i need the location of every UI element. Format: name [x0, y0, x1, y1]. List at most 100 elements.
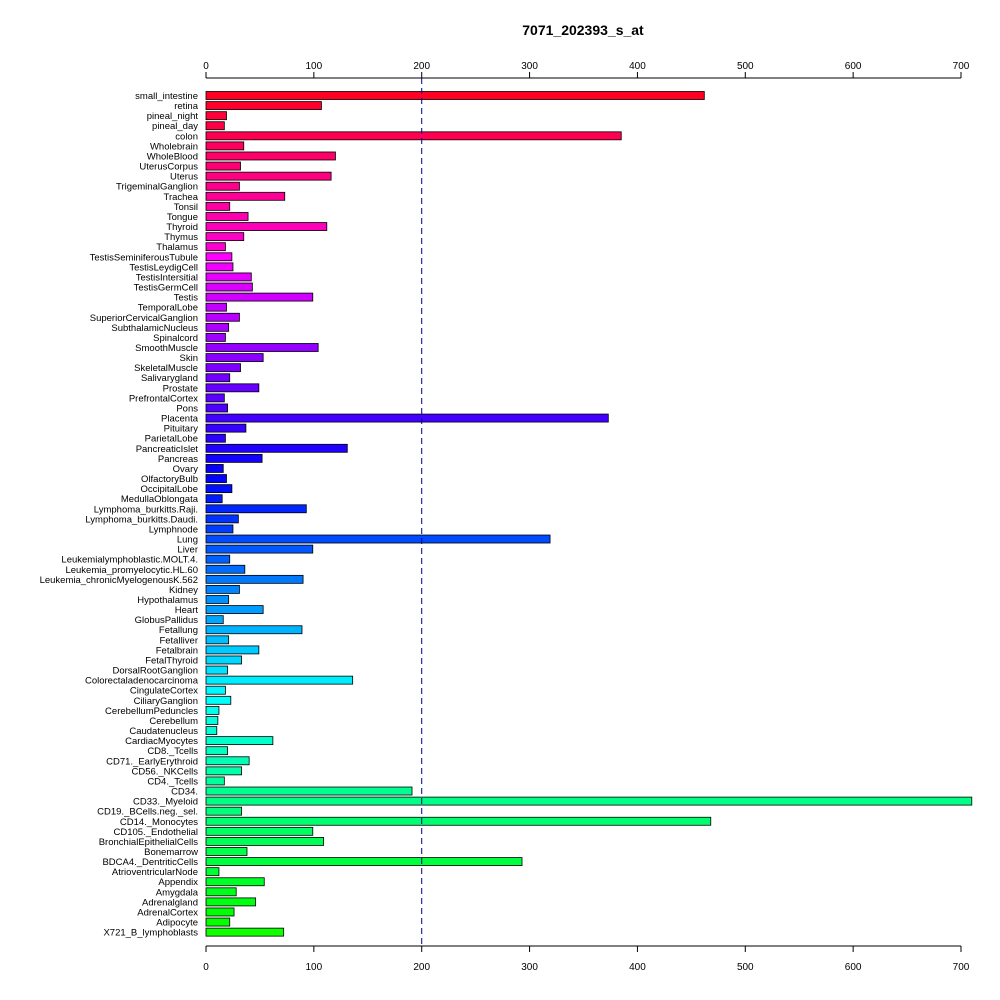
category-label: Pancreas [158, 454, 198, 465]
bar [205, 514, 239, 524]
category-label: Colorectaladenocarcinoma [85, 676, 199, 687]
category-label: CD14._Monocytes [120, 817, 198, 828]
bar [205, 877, 265, 887]
category-label: Pons [176, 403, 198, 414]
bar [205, 897, 257, 907]
bar [205, 181, 240, 191]
category-label: Heart [175, 605, 199, 616]
category-label: TrigeminalGanglion [116, 182, 198, 193]
category-label: SkeletalMuscle [134, 363, 198, 374]
bar [205, 695, 232, 705]
bar [205, 796, 973, 806]
bar [205, 837, 324, 846]
bar [205, 766, 242, 776]
bar [205, 232, 245, 242]
category-label: Caudatenucleus [129, 726, 198, 737]
bar [205, 816, 712, 826]
category-label: Thymus [164, 232, 198, 243]
category-label: DorsalRootGanglion [112, 666, 198, 677]
bar [205, 655, 242, 665]
category-label: Fetalliver [159, 635, 198, 646]
category-label: BronchialEpithelialCells [99, 837, 199, 848]
category-label: ParietalLobe [145, 434, 198, 445]
bar [205, 101, 322, 110]
category-label: Cerebellum [149, 716, 198, 727]
category-label: Thyroid [166, 222, 198, 233]
bar [205, 857, 523, 866]
bar [205, 312, 240, 322]
category-label: colon [175, 131, 198, 142]
category-label: Amygdala [156, 887, 199, 898]
category-label: X721_B_lymphoblasts [103, 928, 198, 939]
bar [205, 716, 219, 725]
category-label: Prostate [163, 383, 198, 394]
bottom-tick-label: 0 [203, 962, 209, 973]
category-label: PancreaticIslet [136, 444, 199, 455]
bar [205, 726, 218, 735]
top-tick-label: 600 [845, 61, 862, 72]
category-label: AtrioventricularNode [112, 867, 198, 878]
bar [205, 131, 622, 141]
category-label: OlfactoryBulb [141, 474, 198, 485]
bar [205, 605, 264, 614]
bar [205, 595, 230, 604]
category-label: PrefrontalCortex [129, 393, 198, 404]
category-label: CD4._Tcells [147, 776, 198, 787]
bar [205, 222, 328, 231]
category-label: Liver [177, 545, 198, 556]
bars-group [205, 91, 973, 937]
bar [205, 887, 237, 897]
bar [205, 262, 234, 272]
bar [205, 806, 242, 816]
top-tick-label: 200 [413, 61, 430, 72]
category-label: UterusCorpus [139, 162, 198, 173]
category-label: Lymphoma_burkitts.Raji. [94, 504, 198, 515]
bar [205, 907, 235, 917]
top-tick-label: 700 [953, 61, 970, 72]
category-label: Adrenalgland [142, 897, 198, 908]
top-tick-label: 400 [629, 61, 646, 72]
category-label: Leukemia_promyelocytic.HL.60 [65, 565, 198, 576]
bar [205, 191, 286, 201]
bottom-tick-label: 100 [306, 962, 323, 973]
category-label: TestisIntersitial [136, 272, 198, 283]
category-label: pineal_night [147, 111, 199, 122]
top-tick-label: 0 [203, 61, 209, 72]
bar [205, 665, 228, 675]
category-label: Thalamus [156, 242, 198, 253]
category-label: Lymphnode [149, 524, 198, 535]
bottom-tick-label: 300 [521, 962, 538, 973]
bottom-tick-label: 700 [953, 962, 970, 973]
category-label: CD105._Endothelial [113, 827, 198, 838]
bar [205, 161, 241, 171]
category-label: CingulateCortex [130, 686, 198, 697]
category-label: Adipocyte [156, 918, 198, 929]
bar [205, 685, 226, 695]
bar [205, 201, 231, 211]
category-label: Placenta [161, 414, 199, 425]
category-label: small_intestine [135, 91, 198, 102]
category-label: TestisGermCell [134, 283, 198, 294]
category-label: WholeBlood [147, 151, 198, 162]
category-label: OccipitalLobe [140, 484, 198, 495]
top-tick-label: 300 [521, 61, 538, 72]
category-labels-group: small_intestineretinapineal_nightpineal_… [40, 91, 199, 939]
bar [205, 705, 220, 715]
category-label: CD33._Myeloid [133, 797, 198, 808]
bar [205, 504, 307, 514]
bar [205, 453, 263, 463]
category-label: Fetalbrain [156, 645, 198, 656]
bar [205, 736, 274, 746]
category-label: CiliaryGanglion [134, 696, 198, 707]
category-label: SuperiorCervicalGanglion [90, 313, 198, 324]
bar [205, 121, 225, 131]
bar [205, 615, 224, 625]
top-x-axis: 0 100 200 300 400 500 600 700 [203, 61, 970, 79]
category-label: CD34. [171, 787, 198, 798]
category-label: Hypothalamus [137, 595, 198, 606]
bottom-tick-label: 600 [845, 962, 862, 973]
category-label: retina [174, 101, 198, 112]
bar [205, 413, 609, 423]
bar [205, 474, 227, 483]
bar [205, 343, 319, 352]
